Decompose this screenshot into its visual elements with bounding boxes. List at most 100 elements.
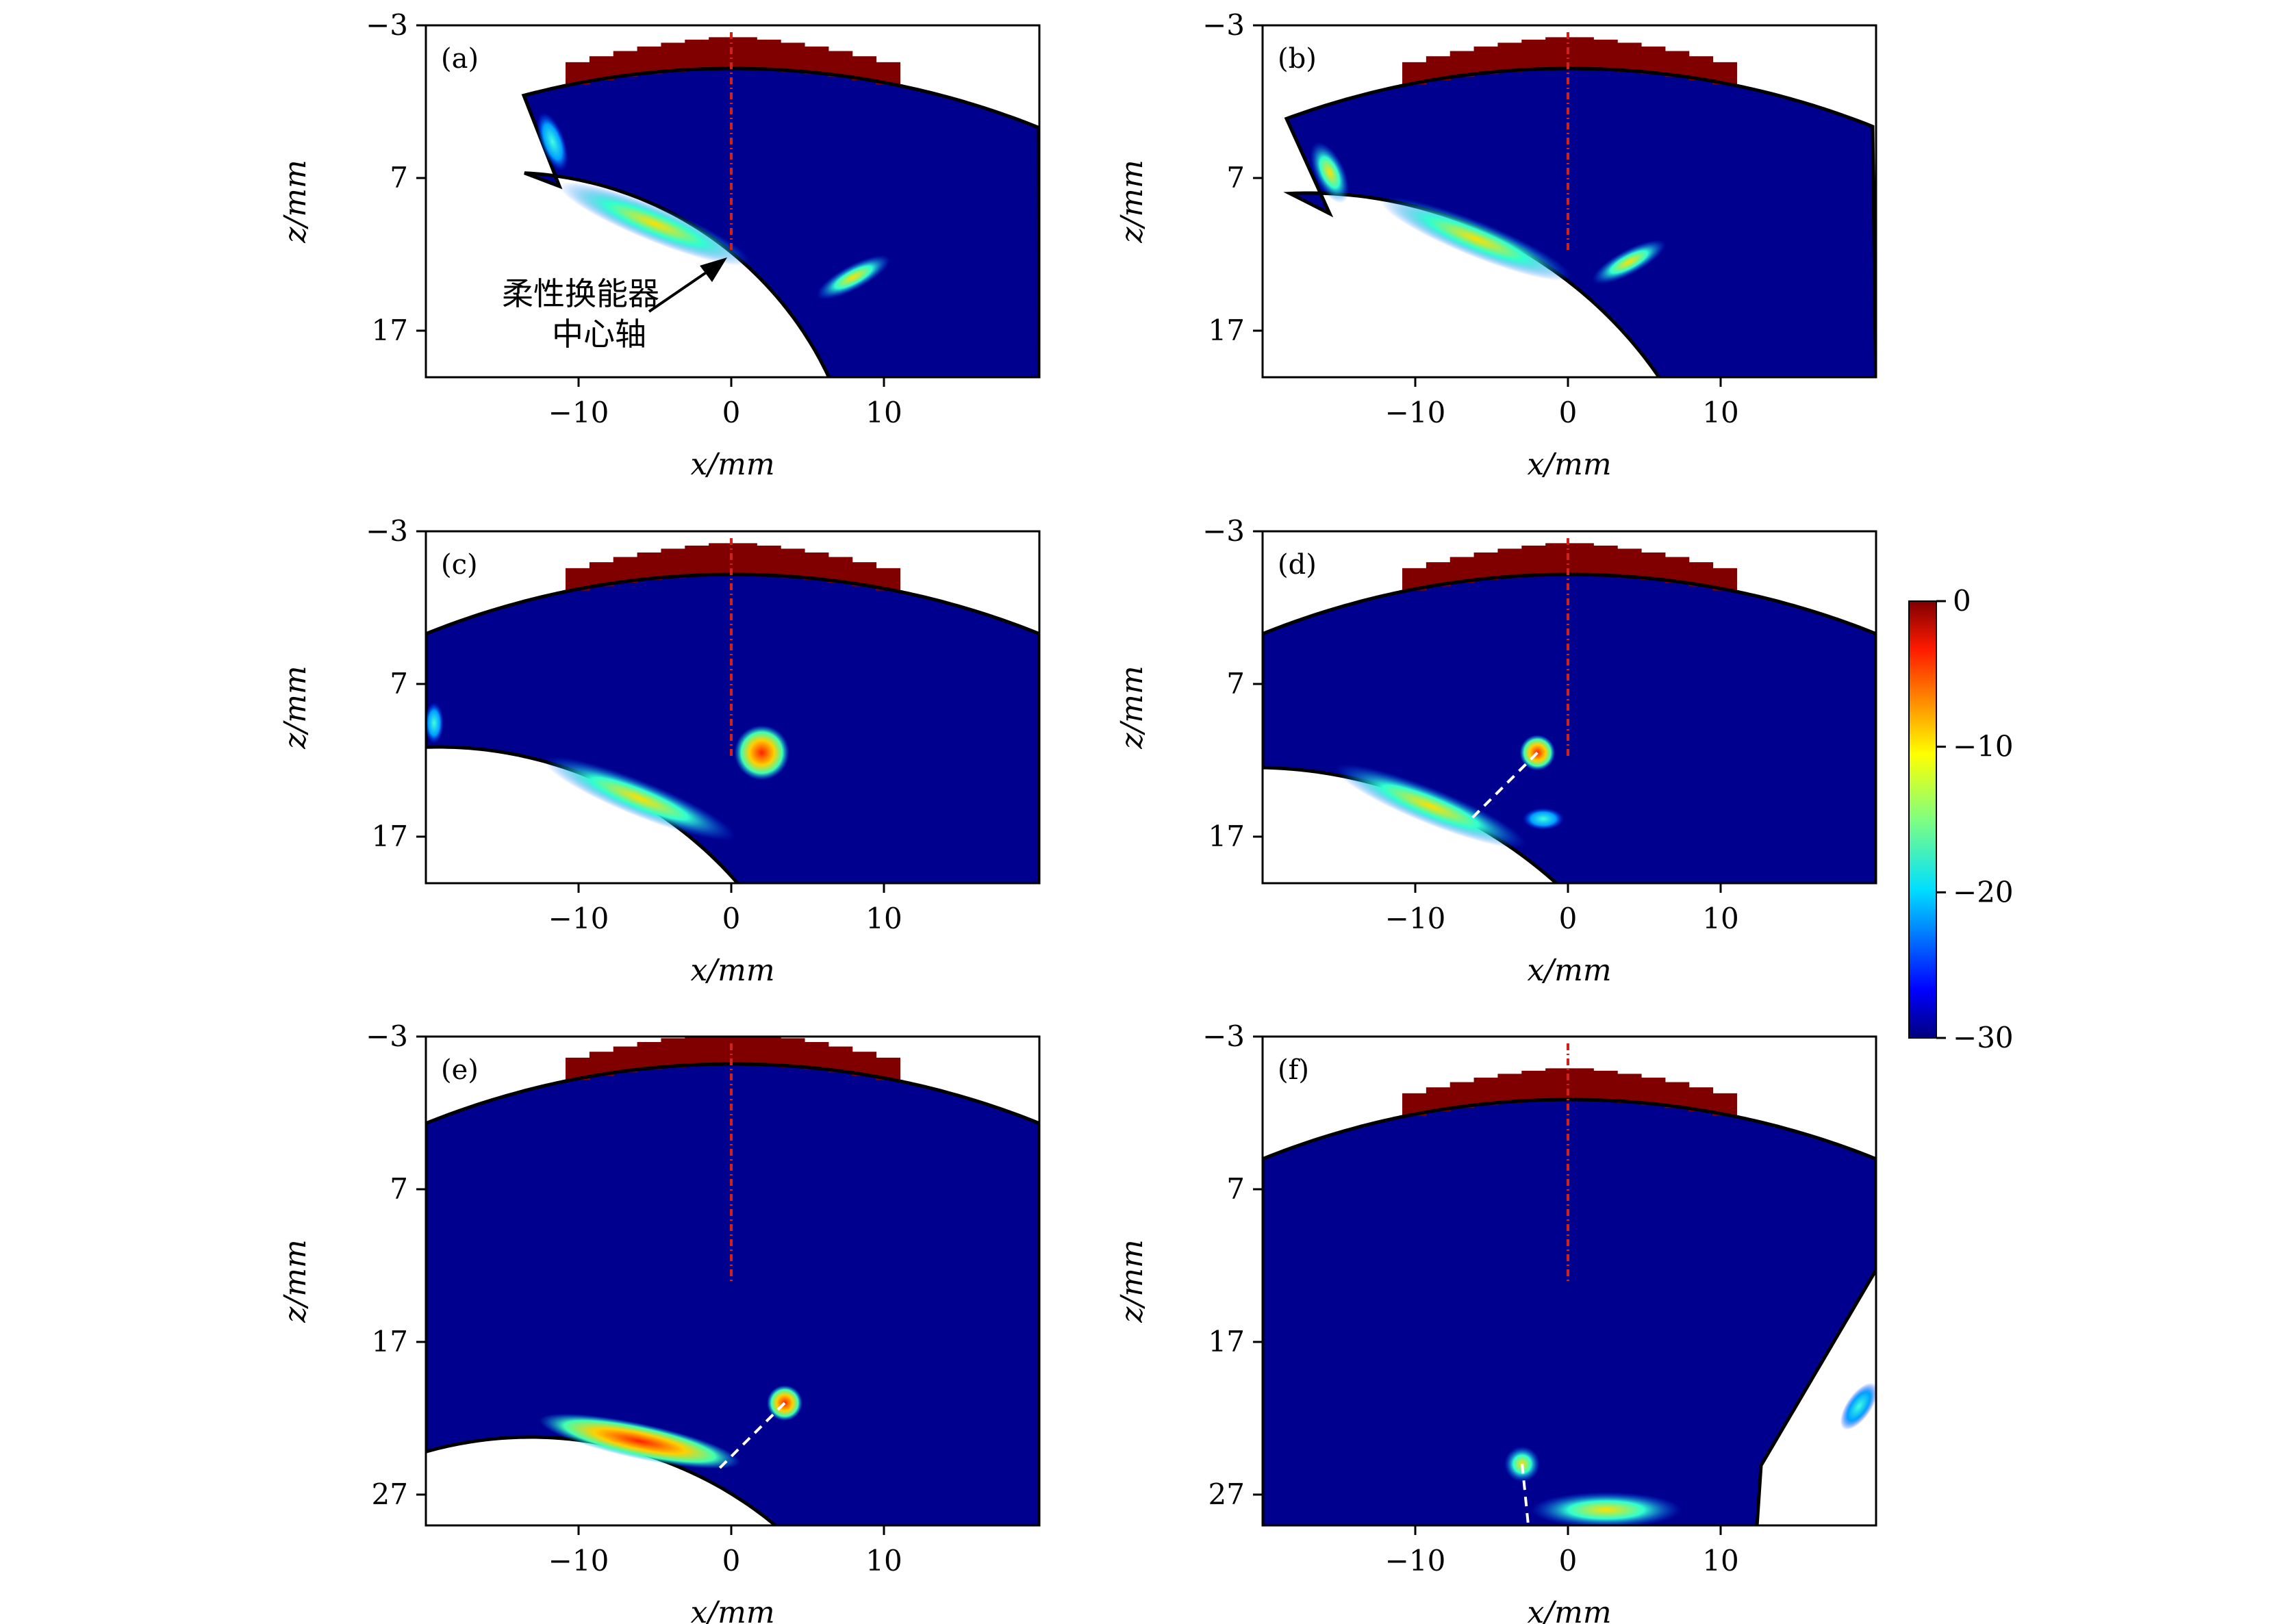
colorbar-tick-label: −30 [1953,1021,2014,1054]
y-tick-label: −3 [366,514,408,548]
panel-plot-area [1263,538,1876,883]
backwall-echo [1530,1492,1682,1525]
defect-echo [734,725,789,781]
transducer-block-segment [780,1038,805,1068]
annotation-line2: 中心轴 [552,316,646,353]
y-tick-label: −3 [366,8,408,42]
transducer-block-segment [733,37,757,71]
transducer-block-segment [1545,37,1570,71]
transducer-block-segment [1665,557,1690,583]
y-tick-label: −3 [1202,1019,1245,1053]
annotation-arrow-shaft [648,264,718,313]
transducer-block-segment [1450,1082,1475,1108]
transducer-block-segment [637,46,662,75]
x-axis-label: x/mm [1527,1595,1611,1624]
x-tick-label: 0 [1559,396,1578,429]
field-region [521,66,1039,377]
transducer-block-segment [828,557,853,583]
y-tick-label: 7 [390,161,408,194]
colorbar-tick-label: 0 [1953,584,1971,618]
colorbar-tick-label: −10 [1953,730,2014,763]
y-tick-label: 17 [372,314,408,347]
panel-plot-area [426,538,1039,883]
transducer-block-segment [1641,46,1666,75]
axis-annotation: 柔性换能器 中心轴 [502,257,727,353]
y-tick-label: 27 [1208,1477,1245,1511]
transducer-block-segment [661,548,686,579]
transducer-block-segment [1593,1070,1618,1102]
transducer-block-segment [613,557,638,583]
panel-plot-area [521,32,1039,377]
transducer-block-segment [804,1041,829,1070]
panel-d: (d) −10 0 10 −3 7 17 x/mm z/mm [1115,514,1877,988]
transducer-block-segment [1521,39,1547,71]
plot-frame [1261,1035,1877,1527]
panel-e: (e) −10 0 10 −3 7 17 27 x/mm z/mm [278,1019,1041,1624]
y-axis-label: z/mm [278,1239,313,1323]
y-axis-label: z/mm [278,665,313,749]
panel-label: (b) [1278,43,1317,75]
panel-plot-area [426,1037,1039,1525]
backwall-echo [544,757,735,841]
transducer-block-segment [756,545,781,577]
panel-label: (d) [1278,549,1317,581]
transducer-block-segment [780,42,805,73]
x-tick-label: −10 [1385,1544,1446,1577]
backwall-echo [1380,197,1572,281]
transducer-block-segment [1569,37,1594,71]
x-axis-label: x/mm [690,1595,774,1624]
transducer-block-segment [804,46,829,75]
transducer-block-segment [661,42,686,73]
x-tick-label: −10 [548,396,609,429]
y-tick-label: 17 [1208,820,1245,853]
transducer-block-segment [1497,1074,1523,1104]
edge-echo [1840,1382,1876,1430]
panel-label: (c) [441,549,478,581]
y-tick-label: 17 [1208,1325,1245,1358]
transducer-block-segment [1593,39,1618,71]
y-axis-label: z/mm [1115,665,1150,749]
x-tick-label: −10 [548,1544,609,1577]
y-tick-label: 17 [1208,314,1245,347]
x-tick-label: 10 [865,902,902,935]
x-tick-label: −10 [548,902,609,935]
transducer-block-segment [685,39,710,71]
edge-echo [1310,142,1350,203]
colorbar: 0 −10 −20 −30 [1908,584,2014,1054]
transducer-block-segment [1521,545,1547,577]
y-tick-label: 7 [390,667,408,700]
x-tick-label: 0 [722,902,741,935]
transducer-block-segment [1617,548,1642,579]
x-tick-label: 10 [1702,1544,1738,1577]
transducer-block-segment [685,545,710,577]
transducer-block-segment [709,543,733,576]
transducer-block-segment [1665,1082,1690,1108]
panel-label: (f) [1278,1054,1309,1086]
transducer-block-segment [637,552,662,581]
transducer-block-segment [1497,548,1523,579]
y-tick-label: 27 [372,1477,408,1511]
transducer-block-segment [1450,557,1475,583]
transducer-block-segment [780,548,805,579]
transducer-block-segment [1617,1074,1642,1104]
field-region [1283,66,1876,377]
edge-echo [537,112,568,171]
defect-echo [767,1385,803,1421]
colorbar-gradient [1908,600,1937,1039]
transducer-block-segment [1545,1068,1570,1102]
transducer-block-segment [1593,545,1618,577]
x-tick-label: 0 [1559,1544,1578,1577]
y-tick-label: 7 [390,1172,408,1206]
y-axis-label: z/mm [278,160,313,243]
edge-echo [426,702,444,744]
y-axis-label: z/mm [1115,1239,1150,1323]
panel-plot-area [1263,1043,1876,1525]
y-tick-label: 17 [372,1325,408,1358]
transducer-block-segment [828,1046,853,1073]
transducer-block-segment [709,37,733,71]
panel-label: (a) [441,43,479,75]
x-axis-label: x/mm [1527,447,1611,482]
plot-frame [1261,24,1877,379]
edge-echo [1523,808,1564,830]
transducer-block-segment [828,51,853,77]
